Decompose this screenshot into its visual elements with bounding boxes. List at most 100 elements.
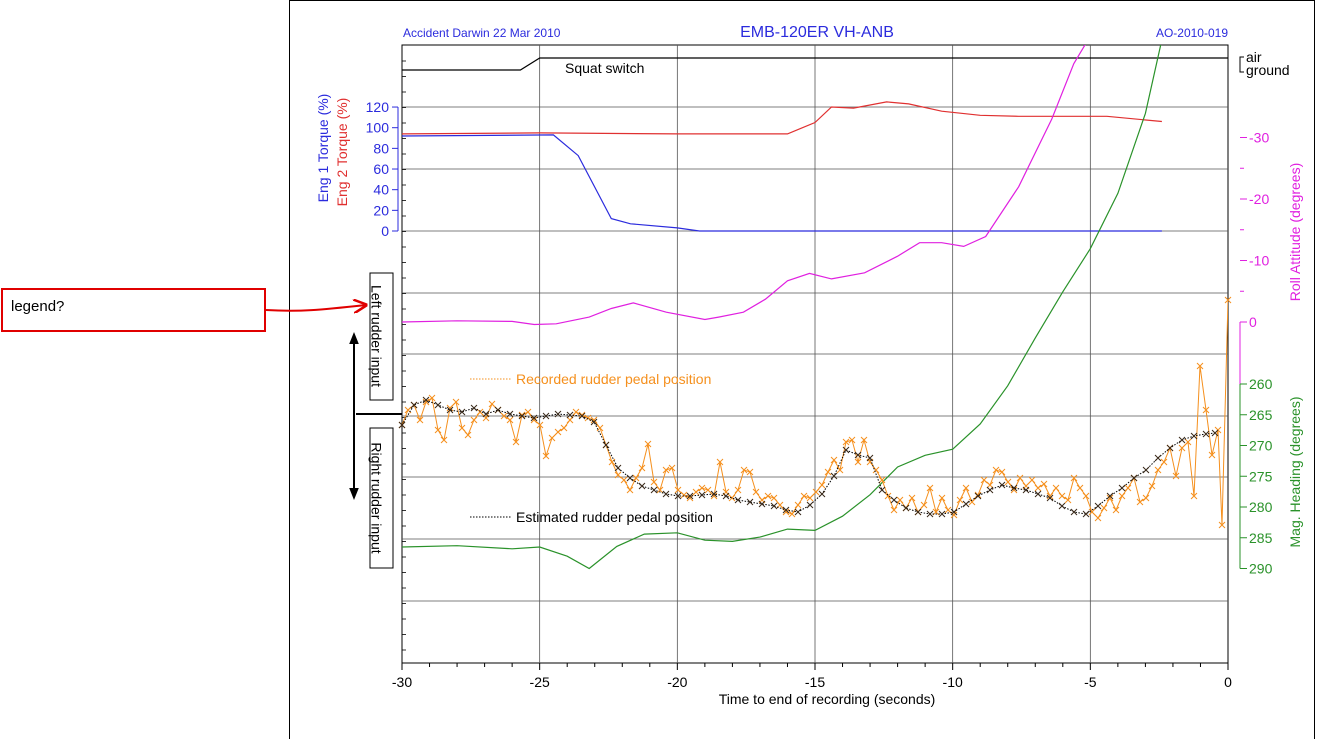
heading-tick-label: 260 [1249,376,1273,392]
recorded-rudder-marker [956,496,964,504]
recorded-rudder-marker [620,476,628,484]
right-rudder-label-box [369,427,394,569]
heading-axis-label: Mag. Heading (degrees) [1287,397,1303,548]
roll-tick-label: -10 [1249,253,1269,269]
recorded-rudder-marker [560,424,568,432]
recorded-rudder-marker [662,466,670,474]
recorded-rudder-marker [968,498,976,506]
recorded-rudder-marker [1046,492,1054,500]
estimated-rudder-marker [830,472,838,480]
recorded-rudder-marker [692,488,700,496]
estimated-rudder-marker [1118,484,1126,492]
estimated-rudder-marker [434,401,442,409]
recorded-rudder-marker [734,486,742,494]
estimated-rudder-marker [794,508,802,516]
annotation-text: legend? [11,298,65,315]
recorded-rudder-marker [704,486,712,494]
recorded-rudder-marker [488,400,496,408]
estimated-rudder-marker [422,396,430,404]
recorded-rudder-marker [590,416,598,424]
estimated-rudder-marker [590,418,598,426]
recorded-rudder-marker [422,398,430,406]
recorded-rudder-marker [1178,444,1186,452]
recorded-rudder-marker [626,486,634,494]
eng1-axis-label: Eng 1 Torque (%) [315,94,331,203]
estimated-rudder-marker [806,501,814,509]
recorded-rudder-marker [1142,494,1150,502]
recorded-rudder-marker [1094,514,1102,522]
x-tick-label: -25 [530,674,550,690]
estimated-rudder-marker [1058,502,1066,510]
eng2-axis-label: Eng 2 Torque (%) [334,98,350,207]
estimated-rudder-marker [1010,484,1018,492]
recorded-rudder-marker [938,494,946,502]
roll-tick-label: -30 [1249,130,1269,146]
estimated-rudder-marker [878,486,886,494]
estimated-rudder-marker [578,412,586,420]
recorded-rudder-marker [860,436,868,444]
estimated-rudder-marker [686,492,694,500]
recorded-rudder-marker [1190,492,1198,500]
recorded-rudder-marker [896,496,904,504]
torque-tick-label: 120 [366,99,390,115]
recorded-rudder-marker [542,452,550,460]
torque-tick-label: 40 [373,182,389,198]
left-rudder-label: Left rudder input [368,285,384,387]
recorded-rudder-marker [668,464,676,472]
recorded-rudder-marker [1218,521,1226,529]
recorded-rudder-marker [608,458,616,466]
squat-series-label: Squat switch [565,60,644,76]
recorded-rudder-marker [788,510,796,518]
recorded-rudder-marker [1148,482,1156,490]
estimated-rudder-marker [1034,490,1042,498]
torque-tick-label: 0 [381,223,389,239]
recorded-rudder-marker [554,428,562,436]
estimated-rudder-marker [1142,466,1150,474]
recorded-rudder-marker [596,424,604,432]
recorded-rudder-marker [470,416,478,424]
recorded-rudder-marker [884,492,892,500]
heading-axis: 260 265 270 275 280 285 290 [1239,376,1273,577]
recorded-rudder-marker [512,438,520,446]
recorded-rudder-marker [752,488,760,496]
recorded-rudder-marker [524,408,532,416]
recorded-rudder-marker [1208,451,1216,459]
recorded-rudder-marker [1052,484,1060,492]
estimated-rudder-marker [974,492,982,500]
recorded-rudder-marker [962,484,970,492]
recorded-rudder-marker [992,466,1000,474]
recorded-rudder-marker [674,486,682,494]
recorded-rudder-marker [854,458,862,466]
estimated-rudder-marker [1202,430,1210,438]
estimated-rudder-marker [890,496,898,504]
recorded-rudder-marker [800,492,808,500]
recorded-rudder-marker [986,481,994,489]
heading-tick-label: 280 [1249,499,1273,515]
estimated-rudder-marker [638,482,646,490]
annotation-arrow [265,305,366,311]
recorded-rudder-marker [1076,484,1084,492]
recorded-rudder-marker [434,426,442,434]
estimated-rudder-marker [842,446,850,454]
squat-switch-line [402,57,1228,71]
recorded-rudder-marker [440,436,448,444]
recorded-rudder-marker [1070,474,1078,482]
roll-axis-label: Roll Attitude (degrees) [1287,163,1303,302]
x-tick-label: -30 [392,674,412,690]
estimated-rudder-marker [458,408,466,416]
torque-tick-label: 60 [373,161,389,177]
x-tick-label: -20 [667,674,687,690]
recorded-rudder-marker [458,424,466,432]
estimated-rudder-marker [1154,454,1162,462]
recorded-rudder-marker [1124,484,1132,492]
heading-tick-label: 275 [1249,468,1273,484]
recorded-rudder-marker [1172,472,1180,480]
estimated-rudder-marker [986,486,994,494]
recorded-rudder-marker [980,476,988,484]
recorded-rudder-marker [428,394,436,402]
right-rudder-label: Right rudder input [368,442,384,553]
recorded-rudder-marker [1202,406,1210,414]
roll-attitude-line [402,45,1086,326]
recorded-rudder-marker [824,468,832,476]
recorded-rudder-marker [908,494,916,502]
